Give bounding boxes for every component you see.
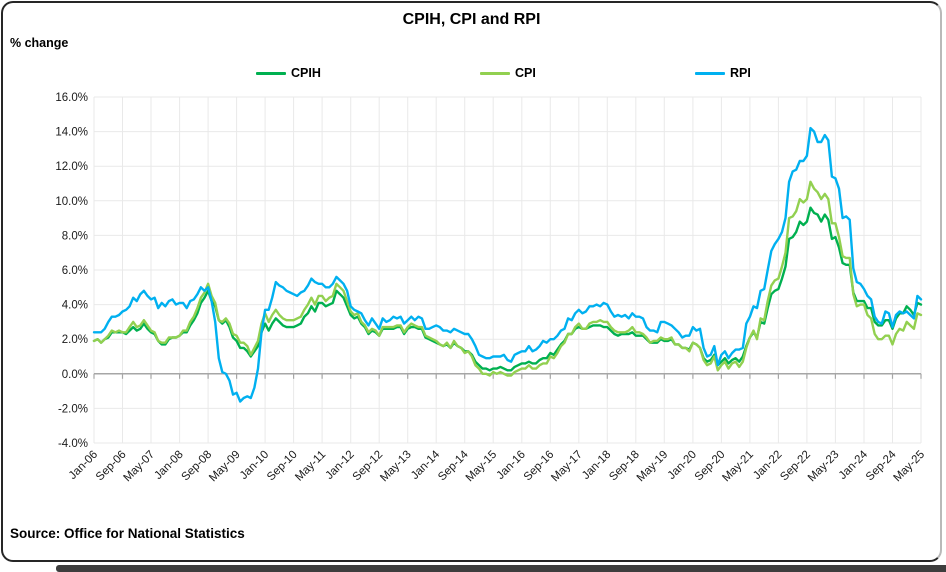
x-tick-label: May-11 [293, 449, 328, 484]
y-tick-label: -2.0% [58, 403, 88, 415]
legend-label-cpi: CPI [515, 66, 536, 80]
chart-card: CPIH, CPI and RPI % change CPIH CPI RPI … [1, 1, 942, 562]
y-tick-label: 16.0% [55, 92, 88, 104]
legend-label-rpi: RPI [730, 66, 751, 80]
x-tick-label: May-25 [892, 449, 928, 485]
x-tick-label: Sep-10 [265, 449, 300, 484]
y-tick-label: 14.0% [55, 127, 88, 139]
legend-label-cpih: CPIH [291, 66, 321, 80]
x-tick-label: May-15 [464, 449, 500, 485]
y-axis-unit-label: % change [10, 36, 69, 50]
x-tick-label: May-09 [207, 449, 243, 485]
x-tick-label: May-21 [720, 449, 756, 485]
source-note: Source: Office for National Statistics [10, 526, 245, 541]
y-tick-label: 4.0% [62, 300, 88, 312]
cpih-line-swatch-icon [256, 71, 286, 75]
chart-svg: Jan-06Sep-06May-07Jan-08Sep-08May-09Jan-… [55, 92, 928, 485]
cpi-line-swatch-icon [480, 71, 510, 75]
line-chart-plot: Jan-06 Sep-06 May-07 Jan-08 Sep-08 May-09 Jan-… [3, 3, 946, 572]
y-tick-label: 8.0% [62, 230, 88, 242]
y-tick-label: 2.0% [62, 334, 88, 346]
legend-item-cpi: CPI [480, 66, 536, 80]
x-tick-label: May-23 [806, 449, 842, 485]
x-tick-label: May-07 [122, 449, 158, 485]
y-tick-label: -4.0% [58, 438, 88, 450]
x-tick-label: May-17 [549, 449, 585, 485]
y-tick-label: 6.0% [62, 265, 88, 277]
y-tick-label: 0.0% [62, 369, 88, 381]
rpi-line [92, 126, 923, 403]
rpi-line-swatch-icon [695, 71, 725, 75]
y-tick-label: 12.0% [55, 161, 88, 173]
cpi-line [92, 180, 923, 377]
chart-title: CPIH, CPI and RPI [402, 11, 541, 28]
x-tick-label: May-13 [378, 449, 414, 485]
card-shadow-strip [56, 565, 946, 572]
legend-item-rpi: RPI [695, 66, 751, 80]
legend-item-cpih: CPIH [256, 66, 321, 80]
y-tick-label: 10.0% [55, 196, 88, 208]
chart-legend: CPIH CPI RPI [3, 66, 940, 84]
x-tick-label: May-19 [635, 449, 671, 485]
